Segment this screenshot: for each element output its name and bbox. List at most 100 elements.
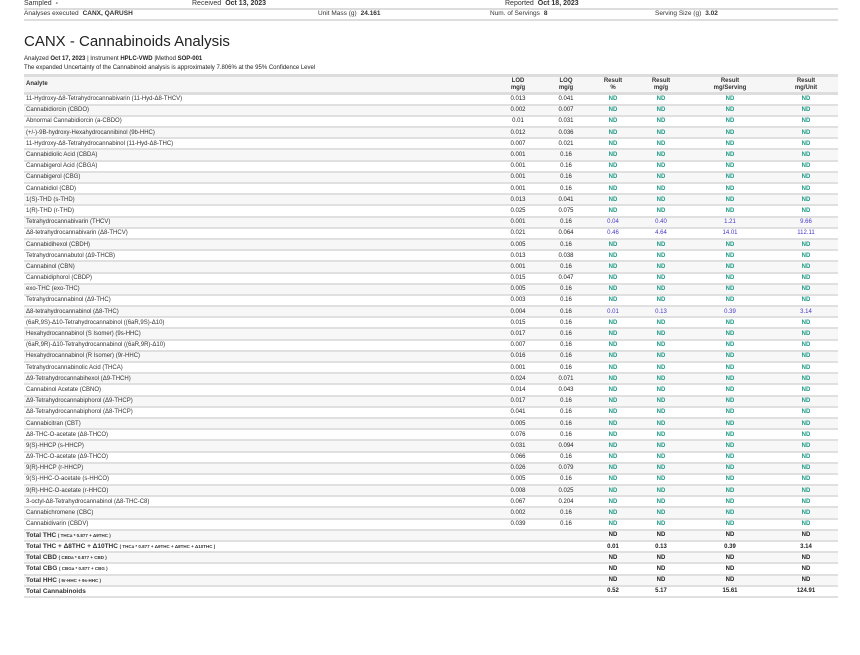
result-mg-g: 5.17 xyxy=(636,585,686,598)
analyte-name: 1(S)-THD (s-THD) xyxy=(24,194,494,207)
result-mg-unit: 112.11 xyxy=(774,227,838,240)
total-formula: ( CBGa * 0.877 + CBG ) xyxy=(58,566,108,572)
loq-value: 0.064 xyxy=(542,227,590,240)
result-mg-unit: ND xyxy=(774,451,838,464)
result-mg-g: ND xyxy=(636,406,686,419)
result-mg-unit: ND xyxy=(774,440,838,453)
result-percent: ND xyxy=(590,339,636,352)
result-mg-serving: ND xyxy=(686,462,774,475)
result-mg-unit: ND xyxy=(774,283,838,296)
loq-value: 0.075 xyxy=(542,205,590,218)
table-row: (+/-)-9B-hydroxy-Hexahydrocannibinol (9b… xyxy=(24,127,838,140)
result-mg-g: ND xyxy=(636,451,686,464)
lod-value: 0.001 xyxy=(494,183,542,196)
method-value: SOP-001 xyxy=(177,56,203,62)
result-percent: ND xyxy=(590,138,636,151)
total-name: Total THC xyxy=(26,531,57,539)
table-row: Hexahydrocannabinol (R Isomer) (9r-HHC) 0… xyxy=(24,350,838,364)
analyte-name: Tetrahydrocannabinol (Δ9-THC) xyxy=(24,294,494,308)
result-percent: ND xyxy=(590,552,636,565)
analyte-name: (6aR,9S)-Δ10-Tetrahydrocannabinol ((6aR,… xyxy=(24,317,494,330)
result-mg-g: ND xyxy=(636,518,686,531)
result-percent: ND xyxy=(590,127,636,140)
table-row: Δ9-Tetrahydrocannabihexol (Δ9-THCH) 0.024… xyxy=(24,373,838,386)
loq-value: 0.16 xyxy=(542,406,590,419)
loq-value: 0.16 xyxy=(542,238,590,252)
analyses-label: Analyses executed xyxy=(24,10,79,17)
total-name: Total HHC xyxy=(26,576,57,584)
result-percent: ND xyxy=(590,171,636,185)
loq-value: 0.16 xyxy=(542,216,590,229)
received-field: Received Oct 13, 2023 xyxy=(192,0,266,8)
result-percent: ND xyxy=(590,384,636,397)
result-percent: 0.01 xyxy=(590,306,636,319)
loq-value: 0.16 xyxy=(542,328,590,341)
table-row: 11-Hydroxy-Δ8-Tetrahydrocannabinol (11-H… xyxy=(24,138,838,151)
analyte-name: Cannabigerol (CBG) xyxy=(24,171,494,185)
result-mg-serving: ND xyxy=(686,473,774,487)
result-mg-g: ND xyxy=(636,261,686,274)
lod-value: 0.016 xyxy=(494,350,542,364)
analyses-field: Analyses executed CANX, QARUSH xyxy=(24,10,133,18)
analyte-name: 3-octyl-Δ8-Tetrahydrocannabinol (Δ8-THC-… xyxy=(24,496,494,509)
table-row: Cannabigerol (CBG) 0.001 0.16 ND ND ND ND xyxy=(24,171,838,185)
loq-value xyxy=(542,541,590,554)
result-mg-unit: ND xyxy=(774,104,838,117)
table-row: Cannabidivarin (CBDV) 0.039 0.16 ND ND ND ND xyxy=(24,518,838,531)
table-row: 3-octyl-Δ8-Tetrahydrocannabinol (Δ8-THC-… xyxy=(24,496,838,509)
result-percent: ND xyxy=(590,451,636,464)
result-mg-serving: ND xyxy=(686,529,774,543)
lod-value xyxy=(494,585,542,598)
unit-mass-value: 24.161 xyxy=(360,10,381,17)
loq-value: 0.204 xyxy=(542,496,590,509)
total-label: Total THC ( THCa * 0.877 + Δ9THC ) xyxy=(24,529,494,543)
total-name: Total Cannabinoids xyxy=(26,587,86,595)
loq-value: 0.16 xyxy=(542,339,590,352)
result-mg-g: ND xyxy=(636,395,686,408)
result-percent: ND xyxy=(590,238,636,252)
result-percent: ND xyxy=(590,283,636,296)
lod-value: 0.041 xyxy=(494,406,542,419)
result-mg-serving: ND xyxy=(686,183,774,196)
loq-value xyxy=(542,574,590,587)
result-mg-g: ND xyxy=(636,104,686,117)
uncertainty-note: The expanded Uncertainty of the Cannabin… xyxy=(24,65,316,71)
lod-value: 0.039 xyxy=(494,518,542,531)
result-mg-unit: ND xyxy=(774,563,838,576)
total-row: Total THC + Δ8THC + Δ10THC ( THCa * 0.87… xyxy=(24,541,838,554)
analyte-name: 11-Hydroxy-Δ8-Tetrahydrocannabivarin (11… xyxy=(24,93,494,106)
result-mg-unit: ND xyxy=(774,507,838,520)
total-label: Total THC + Δ8THC + Δ10THC ( THCa * 0.87… xyxy=(24,541,494,554)
loq-value: 0.16 xyxy=(542,417,590,431)
result-percent: ND xyxy=(590,417,636,431)
result-mg-serving: ND xyxy=(686,384,774,397)
reported-label: Reported xyxy=(505,0,534,7)
result-mg-g: ND xyxy=(636,529,686,543)
result-mg-unit: ND xyxy=(774,462,838,475)
result-percent: ND xyxy=(590,496,636,509)
result-mg-g: ND xyxy=(636,238,686,252)
result-mg-g: ND xyxy=(636,350,686,364)
result-mg-unit: ND xyxy=(774,261,838,274)
result-mg-g: ND xyxy=(636,205,686,218)
total-name: Total CBG xyxy=(26,565,58,573)
servings-field: Num. of Servings 8 xyxy=(490,10,547,18)
total-name: Total CBD xyxy=(26,554,57,562)
analyte-name: 1(R)-THD (r-THD) xyxy=(24,205,494,218)
loq-value: 0.16 xyxy=(542,160,590,173)
loq-value: 0.16 xyxy=(542,317,590,330)
table-row: Hexahydrocannabinol (S Isomer) (9s-HHC) 0… xyxy=(24,328,838,341)
loq-value xyxy=(542,552,590,565)
table-row: Cannabidiolic Acid (CBDA) 0.001 0.16 ND ND ND… xyxy=(24,149,838,162)
servings-value: 8 xyxy=(543,10,548,17)
result-mg-serving: ND xyxy=(686,339,774,352)
lod-value: 0.001 xyxy=(494,216,542,229)
analyte-name: Cannabinol Acetate (CBNO) xyxy=(24,384,494,397)
result-mg-g: ND xyxy=(636,507,686,520)
result-mg-serving: ND xyxy=(686,149,774,162)
result-mg-g: ND xyxy=(636,149,686,162)
lod-value xyxy=(494,563,542,576)
table-row: 9(S)-HHC-O-acetate (s-HHCO) 0.005 0.16 ND ND… xyxy=(24,473,838,487)
table-row: Tetrahydrocannabinolic Acid (THCA) 0.001 0… xyxy=(24,362,838,375)
result-mg-unit: ND xyxy=(774,138,838,151)
